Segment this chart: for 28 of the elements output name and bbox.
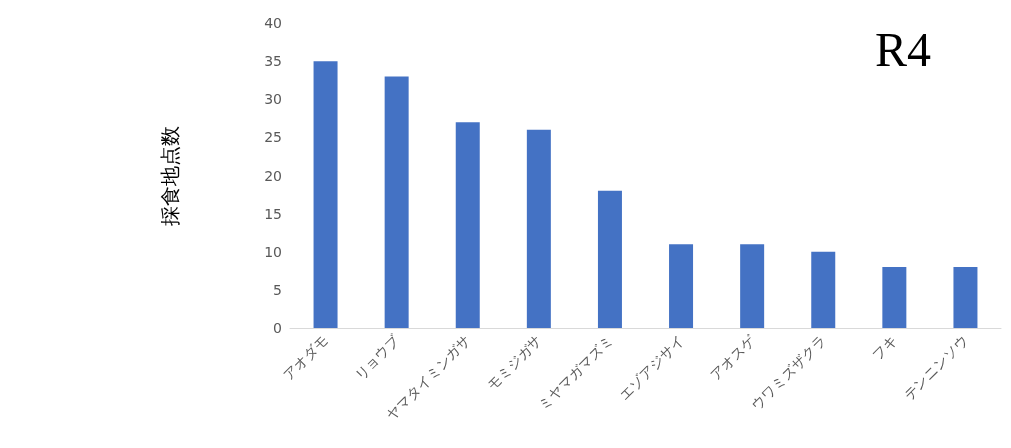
bar	[526, 129, 551, 328]
y-tick-label: 10	[264, 243, 282, 260]
y-tick-label: 25	[264, 129, 282, 146]
x-tick-label: モミジガサ	[483, 332, 545, 394]
x-tick-label: アオダモ	[280, 332, 332, 384]
bar	[953, 267, 978, 328]
y-tick-label: 5	[273, 281, 282, 298]
bar	[313, 61, 338, 328]
y-tick-label: 20	[264, 167, 282, 184]
y-tick-label: 15	[264, 205, 282, 222]
bar	[669, 244, 694, 328]
x-tick-label: エゾアジサイ	[616, 332, 687, 404]
y-tick-label: 35	[264, 53, 282, 70]
x-tick-label: リョウブ	[351, 331, 404, 384]
bar	[597, 190, 622, 328]
y-axis-title: 採食地点数	[158, 125, 182, 226]
bar	[384, 76, 409, 328]
x-tick-label: テンニンソウ	[900, 332, 972, 404]
x-tick-label: アオスゲ	[706, 331, 759, 384]
y-tick-label: 40	[264, 15, 282, 31]
bar	[740, 244, 765, 328]
y-tick-label: 30	[264, 91, 282, 108]
bar	[811, 251, 836, 328]
bar	[882, 267, 907, 328]
chart-title: R4	[874, 22, 931, 76]
y-tick-label: 0	[273, 320, 282, 336]
x-tick-label: フキ	[868, 332, 901, 364]
bar	[455, 122, 480, 328]
